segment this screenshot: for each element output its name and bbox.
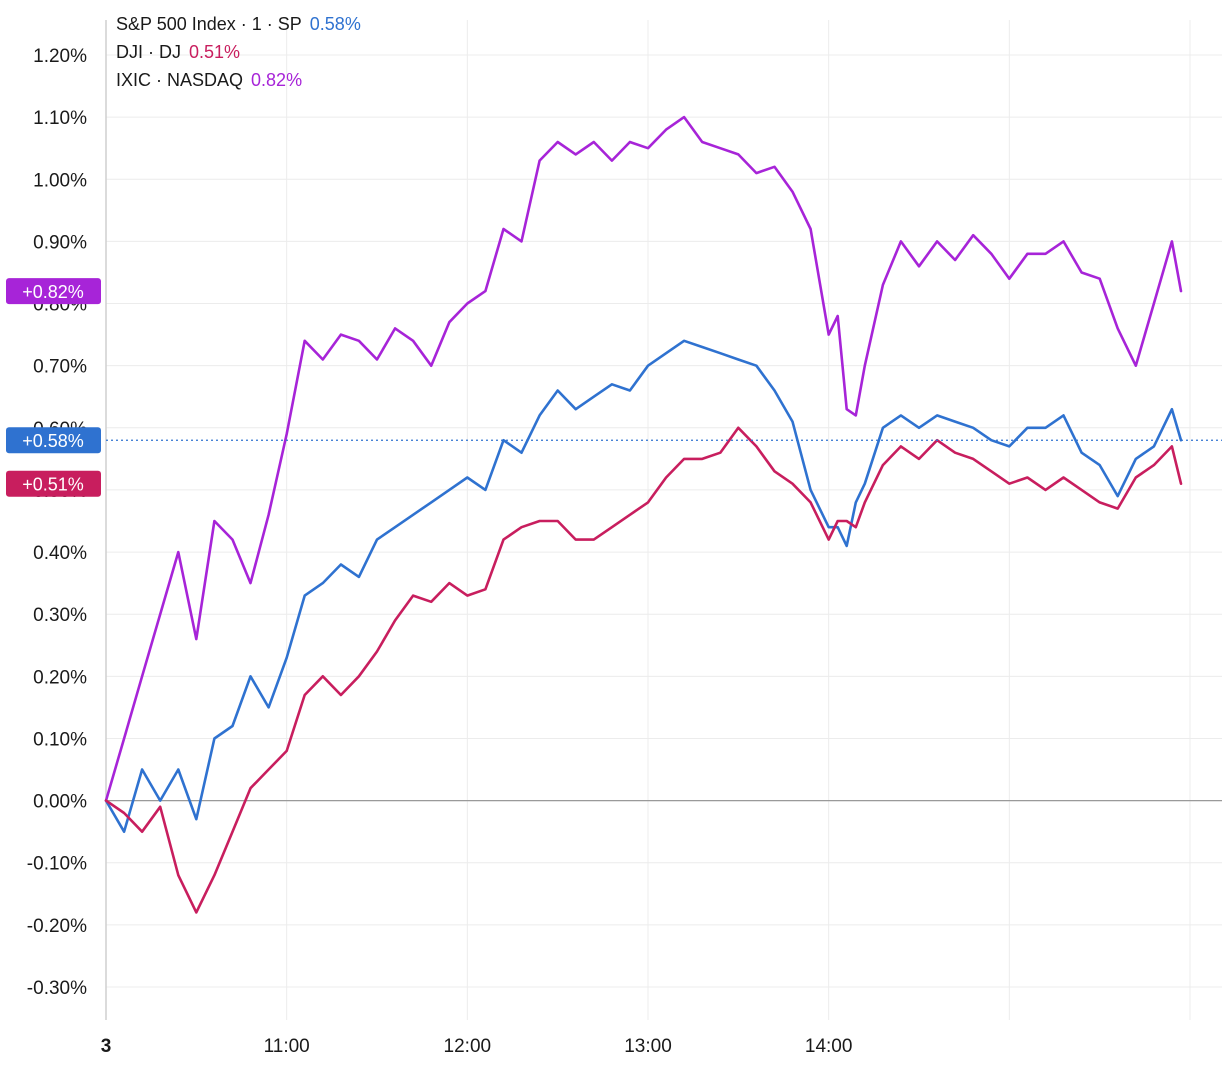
legend-item-dji[interactable]: DJI · DJ 0.51% — [116, 38, 361, 66]
y-tick-label: 0.70% — [33, 357, 87, 378]
y-tick-label: 0.90% — [33, 232, 87, 253]
last-value-badge-0: +0.82% — [6, 278, 101, 305]
badge-label: +0.58% — [22, 431, 84, 451]
chart-legend: S&P 500 Index · 1 · SP 0.58% DJI · DJ 0.51… — [116, 10, 361, 94]
legend-value-sp500: 0.58% — [309, 14, 361, 34]
y-tick-label: 0.00% — [33, 792, 87, 813]
badge-background — [6, 470, 101, 497]
y-tick-label: 1.00% — [33, 170, 87, 191]
y-tick-label: 0.10% — [33, 729, 87, 750]
last-value-badges: +0.82% +0.58% +0.51% — [6, 278, 101, 497]
y-tick-label: 1.20% — [33, 46, 87, 67]
x-tick-label: 3 — [101, 1036, 112, 1057]
legend-label-dji: DJI · DJ — [116, 42, 181, 62]
y-tick-label: -0.10% — [27, 854, 87, 875]
y-tick-label: 0.20% — [33, 667, 87, 688]
legend-value-dji: 0.51% — [189, 42, 241, 62]
x-tick-label: 11:00 — [264, 1036, 310, 1057]
legend-item-sp500[interactable]: S&P 500 Index · 1 · SP 0.58% — [116, 10, 361, 38]
legend-label-sp500: S&P 500 Index · 1 · SP — [116, 14, 302, 34]
y-tick-label: 0.30% — [33, 605, 87, 626]
legend-label-ixic: IXIC · NASDAQ — [116, 70, 244, 90]
y-tick-label: -0.30% — [27, 978, 87, 999]
badge-label: +0.51% — [22, 475, 84, 495]
series-line-0[interactable] — [104, 115, 1183, 802]
y-tick-label: 0.40% — [33, 543, 87, 564]
badge-label: +0.82% — [22, 282, 84, 302]
x-tick-label: 13:00 — [624, 1036, 672, 1057]
series-line-2[interactable] — [104, 426, 1183, 914]
y-tick-label: -0.20% — [27, 916, 87, 937]
y-axis-ticks: 1.20%1.10%1.00%0.90%0.80%0.70%0.60%0.50%… — [27, 46, 87, 999]
x-tick-label: 12:00 — [444, 1036, 492, 1057]
x-axis-ticks: 3 11:00 12:00 13:00 14:00 — [101, 1036, 853, 1057]
y-tick-label: 1.10% — [33, 108, 87, 129]
badge-background — [6, 427, 101, 454]
series-line-1[interactable] — [104, 339, 1183, 834]
legend-item-ixic[interactable]: IXIC · NASDAQ 0.82% — [116, 66, 361, 94]
gridlines — [105, 20, 1222, 1020]
x-tick-label: 14:00 — [805, 1036, 853, 1057]
legend-value-ixic: 0.82% — [251, 70, 303, 90]
last-value-badge-2: +0.51% — [6, 470, 101, 497]
last-value-badge-1: +0.58% — [6, 427, 101, 454]
badge-background — [6, 278, 101, 305]
series-lines — [104, 115, 1183, 914]
